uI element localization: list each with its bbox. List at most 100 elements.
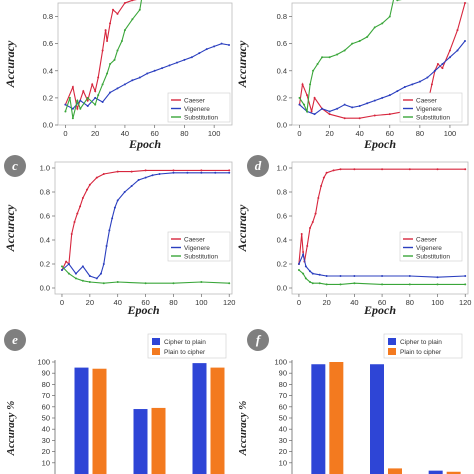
y-axis-label: Accuracy — [235, 40, 249, 88]
legend-label-substitution: Substitution — [416, 114, 450, 121]
bar-plain_to_cipher — [329, 362, 344, 474]
bar-cipher_to_plain — [74, 367, 89, 474]
x-tick-label: 0 — [63, 129, 67, 138]
data-point-vigenere — [190, 56, 193, 59]
data-point-vigenere — [343, 103, 346, 106]
x-axis-label: Epoch — [126, 303, 159, 317]
bar-cipher_to_plain — [133, 409, 148, 474]
data-point-substitution — [328, 56, 331, 59]
data-point-vigenere — [309, 270, 312, 273]
panel-e-badge: e — [4, 329, 26, 351]
bar-plain_to_cipher — [92, 368, 107, 474]
data-point-substitution — [351, 42, 354, 45]
data-point-vigenere — [366, 102, 369, 105]
data-point-caeser — [95, 176, 98, 179]
data-point-substitution — [312, 69, 315, 72]
panel-c-badge-letter: c — [12, 158, 18, 173]
data-point-vigenere — [205, 48, 208, 51]
data-point-caeser — [101, 49, 104, 52]
x-tick-label: 100 — [208, 129, 221, 138]
data-point-caeser — [116, 170, 119, 173]
y-tick-label: 70 — [279, 391, 287, 400]
bar-cipher_to_plain — [311, 364, 326, 474]
x-axis-label: Epoch — [363, 303, 396, 317]
data-point-vigenere — [388, 94, 391, 97]
data-point-vigenere — [146, 72, 149, 75]
panel-f-badge: f — [247, 329, 269, 351]
data-point-substitution — [116, 281, 119, 283]
data-point-substitution — [200, 281, 203, 283]
data-point-caeser — [102, 173, 105, 175]
data-point-substitution — [97, 94, 100, 97]
y-tick-label: 50 — [42, 414, 50, 423]
data-point-caeser — [320, 185, 323, 187]
panel-f-legend: Cipher to plain Plain to cipher — [383, 333, 463, 359]
legend-box — [147, 333, 227, 359]
y-tick-label: 0.0 — [43, 121, 53, 130]
y-tick-label: 0.2 — [40, 260, 50, 269]
data-point-vigenere — [101, 100, 104, 103]
data-point-vigenere — [168, 64, 171, 67]
data-point-vigenere — [441, 63, 444, 65]
data-point-vigenere — [116, 199, 119, 202]
legend-label-substitution: Substitution — [416, 253, 450, 260]
y-tick-label: 30 — [279, 436, 287, 445]
data-point-vigenere — [396, 90, 399, 93]
data-point-substitution — [68, 96, 71, 99]
y-tick-label: 60 — [279, 402, 287, 411]
data-point-substitution — [396, 0, 399, 2]
data-point-vigenere — [228, 44, 231, 47]
x-tick-label: 20 — [322, 298, 330, 307]
data-point-caeser — [70, 233, 73, 235]
data-point-vigenere — [131, 79, 134, 82]
data-point-caeser — [76, 212, 79, 215]
data-point-caeser — [112, 8, 115, 11]
data-point-caeser — [381, 168, 384, 171]
data-point-caeser — [328, 113, 331, 116]
data-point-caeser — [463, 2, 466, 4]
data-point-vigenere — [408, 275, 411, 277]
data-point-substitution — [306, 110, 309, 113]
y-tick-label: 30 — [42, 436, 50, 445]
x-tick-label: 40 — [350, 298, 358, 307]
panel-f-badge-circle — [247, 329, 269, 351]
legend-label-vigenere: Vigenere — [184, 106, 210, 113]
data-point-vigenere — [116, 87, 119, 90]
x-tick-label: 40 — [356, 129, 364, 138]
data-point-caeser — [123, 2, 126, 4]
data-point-substitution — [79, 107, 82, 110]
data-point-substitution — [74, 277, 77, 280]
data-point-vigenere — [321, 107, 324, 110]
legend-label-cipher_to_plain: Cipher to plain — [164, 339, 206, 346]
data-point-substitution — [318, 282, 321, 285]
data-point-caeser — [104, 29, 107, 32]
bar-plain_to_cipher — [151, 407, 166, 474]
x-tick-label: 100 — [431, 298, 444, 307]
data-point-vigenere — [105, 245, 108, 247]
y-tick-label: 0.6 — [277, 212, 287, 221]
data-point-vigenere — [336, 107, 339, 110]
data-point-vigenere — [86, 105, 89, 108]
data-point-vigenere — [186, 171, 189, 174]
data-point-substitution — [381, 283, 384, 286]
data-point-substitution — [298, 96, 301, 99]
data-point-caeser — [94, 90, 97, 93]
data-point-caeser — [81, 197, 84, 199]
legend-label-caeser: Caeser — [184, 236, 206, 243]
data-point-substitution — [76, 99, 79, 102]
data-point-vigenere — [328, 110, 331, 113]
bar-plain_to_cipher — [210, 367, 225, 474]
y-tick-label: 1.0 — [40, 164, 50, 173]
data-point-caeser — [311, 221, 314, 223]
data-point-vigenere — [448, 56, 451, 59]
series-line-caeser — [61, 169, 230, 271]
data-point-substitution — [113, 58, 116, 61]
data-point-vigenere — [214, 171, 217, 174]
y-axis-label: Accuracy — [3, 40, 17, 88]
data-point-vigenere — [228, 171, 231, 174]
data-point-substitution — [316, 63, 319, 65]
data-point-vigenere — [411, 83, 414, 86]
